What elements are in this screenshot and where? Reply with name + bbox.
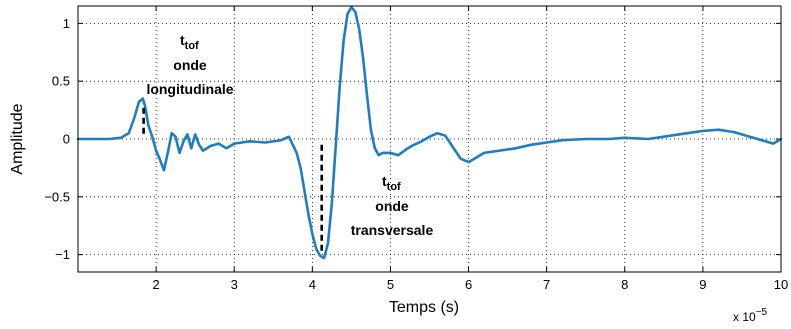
annotation-longitudinal-line3: longitudinale <box>146 81 233 97</box>
x-tick-label: 4 <box>309 277 316 292</box>
x-tick-label: 7 <box>543 277 550 292</box>
x-axis-multiplier: x 10−5 <box>733 307 768 324</box>
time-of-flight-markers <box>142 107 324 252</box>
x-multiplier-exponent: −5 <box>756 307 768 318</box>
annotation-transverse-t: ttof <box>382 173 401 193</box>
x-tick-label: 8 <box>621 277 628 292</box>
x-axis-label: Temps (s) <box>389 299 459 316</box>
x-tick-label: 10 <box>774 277 788 292</box>
x-multiplier-base: x 10 <box>733 310 756 324</box>
annotation-longitudinal: ttof onde longitudinale <box>146 32 233 97</box>
y-tick-label: 0 <box>63 132 70 147</box>
annotation-transverse-t-main: t <box>382 173 387 189</box>
x-tick-label: 6 <box>465 277 472 292</box>
annotation-transverse-t-sub: tof <box>387 181 401 193</box>
series <box>76 5 783 260</box>
signal-line <box>76 5 783 260</box>
annotation-transverse-line3: transversale <box>351 222 434 238</box>
x-tick-label: 2 <box>152 277 159 292</box>
annotation-longitudinal-line2: onde <box>173 57 207 73</box>
annotation-longitudinal-t-main: t <box>180 32 185 48</box>
y-tick-label: −0.5 <box>44 189 70 204</box>
y-tick-label: −1 <box>55 247 70 262</box>
plot-frame <box>77 5 782 273</box>
annotation-transverse-line2: onde <box>375 198 409 214</box>
x-tick-label: 5 <box>387 277 394 292</box>
x-tick-label: 9 <box>699 277 706 292</box>
annotation-longitudinal-t: ttof <box>180 32 199 52</box>
x-tick-label: 3 <box>231 277 238 292</box>
annotation-longitudinal-t-sub: tof <box>185 40 199 52</box>
y-tick-label: 1 <box>63 16 70 31</box>
y-axis-label: Amplitude <box>9 103 26 174</box>
ticks: 2 3 4 5 6 7 8 9 10 −1 −0.5 0 0.5 1 <box>44 6 788 292</box>
y-tick-label: 0.5 <box>52 74 70 89</box>
annotation-transverse: ttof onde transversale <box>351 173 434 238</box>
